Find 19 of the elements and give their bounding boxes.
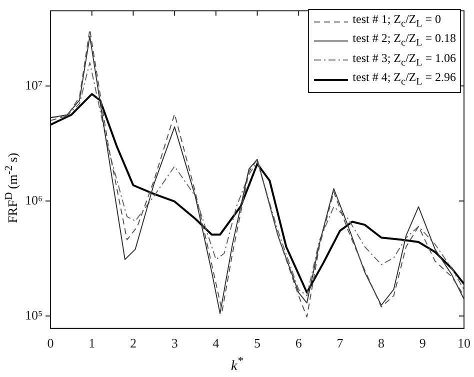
x-tick-label: 5: [254, 336, 261, 351]
legend-label: test # 1; Z$_{c}$/Z$_{L}$ = 0: [352, 12, 441, 32]
x-tick-label: 3: [171, 336, 178, 351]
x-tick-label: 9: [419, 336, 426, 351]
y-tick-label: 10⁷: [24, 77, 43, 92]
y-tick-label: 10⁶: [24, 192, 43, 208]
x-tick-label: 6: [295, 336, 302, 351]
x-tick-label: 4: [212, 336, 220, 351]
x-axis-title: k$^{*}$: [230, 354, 244, 374]
legend-label: test # 2; Z$_{c}$/Z$_{L}$ = 0.18: [352, 31, 456, 51]
x-tick-label: 2: [130, 336, 136, 351]
x-tick-label: 8: [378, 336, 385, 351]
x-tick-label: 10: [458, 336, 470, 351]
legend-label: test # 3; Z$_{c}$/Z$_{L}$ = 1.06: [352, 50, 456, 70]
y-tick-label: 10⁵: [24, 307, 43, 322]
x-tick-label: 1: [88, 336, 96, 351]
x-tick-label: 0: [47, 336, 54, 351]
x-tick-label: 7: [336, 336, 344, 351]
legend-label: test # 4; Z$_{c}$/Z$_{L}$ = 2.96: [352, 70, 456, 90]
